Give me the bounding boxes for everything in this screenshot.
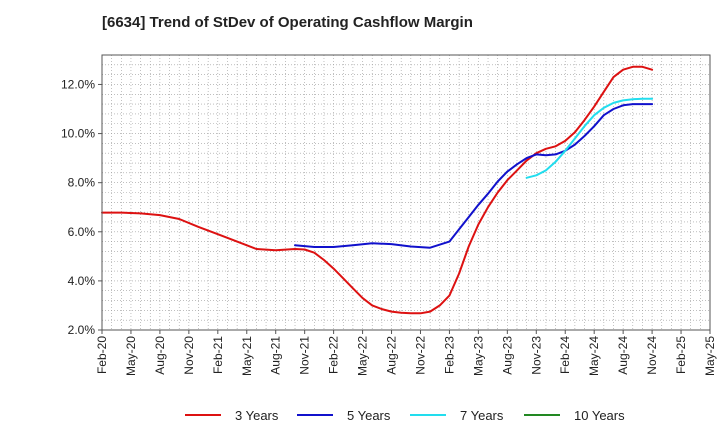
x-tick-label: Feb-20 [95,336,109,374]
x-tick-label: May-21 [240,336,254,376]
y-tick-label: 12.0% [61,77,95,91]
x-axis: Feb-20 May-20 Aug-20 Nov-20 Feb-21 May-21 Aug-… [95,330,717,376]
legend-label: 5 Years [347,407,391,423]
x-tick-label: Nov-22 [413,336,427,375]
x-tick-label: Nov-21 [298,336,312,375]
legend-label: 3 Years [235,407,279,423]
legend-swatch [410,414,446,416]
x-tick-label: Feb-24 [558,336,572,374]
series-line-5-years [294,103,654,249]
y-axis: 2.0% 4.0% 6.0% 8.0% 10.0% 12.0% [61,77,102,337]
legend-item-5-years: 5 Years [297,405,390,425]
y-tick-label: 10.0% [61,127,95,141]
legend-swatch [524,414,560,416]
legend-item-3-years: 3 Years [185,405,278,425]
x-tick-label: May-25 [703,336,717,376]
x-tick-label: Feb-22 [327,336,341,374]
x-tick-label: Feb-23 [442,336,456,374]
x-tick-label: Feb-25 [674,336,688,374]
y-tick-label: 4.0% [68,274,96,288]
series-line-7-years [525,97,654,179]
legend: 3 Years 5 Years 7 Years 10 Years [0,405,720,425]
y-tick-label: 8.0% [68,176,96,190]
chart-title: [6634] Trend of StDev of Operating Cashf… [102,14,473,31]
legend-label: 7 Years [460,407,504,423]
legend-item-7-years: 7 Years [410,405,503,425]
grid-lines [102,55,710,330]
series-line-3-years [101,65,654,315]
legend-swatch [297,414,333,416]
x-tick-label: Nov-23 [529,336,543,375]
x-tick-label: Aug-24 [616,336,630,375]
x-tick-label: Aug-22 [385,336,399,375]
legend-label: 10 Years [574,407,625,423]
y-tick-label: 6.0% [68,225,96,239]
plot-frame [101,54,711,331]
x-tick-label: Aug-20 [153,336,167,375]
series-lines [101,65,654,315]
x-tick-label: May-20 [124,336,138,376]
y-tick-label: 2.0% [68,323,96,337]
x-tick-label: Aug-21 [269,336,283,375]
x-tick-label: May-23 [471,336,485,376]
x-tick-label: Feb-21 [211,336,225,374]
x-tick-label: Nov-20 [182,336,196,375]
x-tick-label: Aug-23 [500,336,514,375]
legend-item-10-years: 10 Years [524,405,625,425]
x-tick-label: May-22 [356,336,370,376]
x-tick-label: Nov-24 [645,336,659,375]
x-tick-label: May-24 [587,336,601,376]
legend-swatch [185,414,221,416]
